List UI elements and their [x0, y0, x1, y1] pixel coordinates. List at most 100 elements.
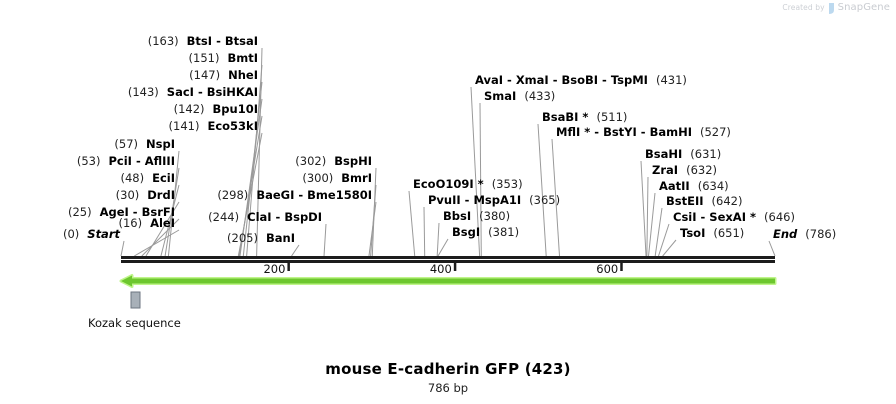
enzyme-name: CsiI — [673, 210, 697, 224]
kozak-box-shape — [130, 291, 141, 309]
enzyme-position: (163) — [147, 34, 179, 48]
enzyme-position: (244) — [208, 210, 240, 224]
enzyme-label-bsaHI[interactable]: BsaHI (631) — [645, 148, 721, 161]
leader-line-end — [768, 240, 776, 257]
leader-line-eciI — [160, 184, 180, 257]
enzyme-label-bsgI[interactable]: BsgI (381) — [452, 226, 519, 239]
enzyme-name: ClaI — [247, 210, 272, 224]
enzyme-label-bpu10I[interactable]: (142) Bpu10I — [174, 103, 258, 116]
ruler-tick-group — [287, 263, 623, 271]
enzyme-label-smaI[interactable]: SmaI (433) — [484, 90, 555, 103]
enzyme-label-banI[interactable]: (205) BanI — [227, 232, 295, 245]
enzyme-position: (142) — [173, 102, 205, 116]
enzyme-name: AflIII — [144, 154, 175, 168]
enzyme-name: BbsI — [443, 209, 472, 223]
enzyme-name: XmaI — [515, 73, 549, 87]
enzyme-position: (642) — [711, 194, 743, 208]
enzyme-position: (433) — [524, 89, 556, 103]
leader-line-claI — [323, 223, 327, 257]
enzyme-position: (48) — [120, 171, 145, 185]
leader-line-eco53kI — [237, 132, 263, 257]
map-title-block: mouse E-cadherin GFP (423) 786 bp — [0, 360, 896, 395]
enzyme-position: (300) — [302, 171, 334, 185]
enzyme-label-baeGI[interactable]: (298) BaeGI - Bme1580I — [217, 188, 372, 202]
enzyme-name: Eco53kI — [207, 119, 258, 133]
enzyme-label-ageI[interactable]: (25) AgeI - BsrFI — [67, 205, 175, 219]
enzyme-label-bbsI[interactable]: BbsI (380) — [443, 210, 510, 223]
sequence-backbone-line-2 — [121, 260, 775, 263]
enzyme-label-pvuII[interactable]: PvuII - MspA1I (365) — [428, 193, 561, 207]
enzyme-name: BaeGI — [256, 188, 295, 202]
enzyme-label-tsoI[interactable]: TsoI (651) — [680, 227, 744, 240]
leader-line-avaI — [470, 86, 481, 257]
leader-line-tsoI — [662, 239, 677, 257]
enzyme-label-sacI[interactable]: (143) SacI - BsiHKAI — [127, 85, 258, 99]
enzyme-name: TsoI — [680, 226, 706, 240]
enzyme-position: (631) — [690, 147, 722, 161]
end-label[interactable]: End (786) — [773, 227, 837, 241]
watermark-created-label: Created by — [782, 3, 825, 12]
enzyme-label-aatII[interactable]: AatII (634) — [659, 180, 729, 193]
enzyme-label-eco53kI[interactable]: (141) Eco53kI — [169, 120, 258, 133]
start-label[interactable]: (0) Start — [62, 227, 120, 241]
enzyme-label-pciI[interactable]: (53) PciI - AflIII — [76, 154, 175, 168]
enzyme-label-nspI[interactable]: (57) NspI — [114, 138, 175, 151]
enzyme-position: (651) — [713, 226, 745, 240]
enzyme-name: SacI — [166, 85, 194, 99]
enzyme-name: BsaBI * — [542, 110, 589, 124]
leader-line-aatII — [648, 192, 656, 257]
enzyme-position: (365) — [529, 193, 561, 207]
enzyme-label-mflI[interactable]: MflI * - BstYI - BamHI (527) — [556, 125, 731, 139]
enzyme-label-nheI[interactable]: (147) NheI — [189, 69, 258, 82]
enzyme-label-bsaBI[interactable]: BsaBI * (511) — [542, 111, 627, 124]
kozak-feature-box — [130, 291, 141, 309]
enzyme-name: BstYI — [603, 125, 637, 139]
enzyme-position: (53) — [76, 154, 101, 168]
sequence-bar-group — [121, 256, 775, 263]
leader-line-baeGI — [368, 201, 377, 257]
enzyme-name: BsgI — [452, 225, 481, 239]
enzyme-name: BtsI — [186, 34, 213, 48]
enzyme-position: (527) — [700, 125, 731, 139]
enzyme-position: (143) — [127, 85, 159, 99]
enzyme-position: (151) — [188, 51, 220, 65]
enzyme-label-btsI[interactable]: (163) BtsI - BtsaI — [147, 34, 258, 48]
enzyme-leader-lines — [120, 47, 776, 257]
enzyme-label-bmrI[interactable]: (300) BmrI — [302, 172, 372, 185]
leader-line-zraI — [646, 176, 649, 257]
enzyme-position: (511) — [596, 110, 628, 124]
enzyme-label-eciI[interactable]: (48) EciI — [120, 172, 175, 185]
enzyme-position: (646) — [764, 210, 795, 224]
enzyme-label-bmtI[interactable]: (151) BmtI — [189, 52, 258, 65]
construct-name: mouse E-cadherin GFP (423) — [325, 360, 571, 378]
enzyme-position: (634) — [697, 179, 729, 193]
enzyme-name: BsoBI — [561, 73, 599, 87]
enzyme-label-avaI[interactable]: AvaI - XmaI - BsoBI - TspMI (431) — [475, 73, 687, 87]
enzyme-position: (431) — [655, 73, 687, 87]
enzyme-name: BmrI — [341, 171, 372, 185]
enzyme-label-aleI[interactable]: (16) AleI — [118, 217, 175, 230]
orf-arrow-core — [121, 275, 775, 287]
leader-line-bsaHI — [640, 160, 647, 257]
leader-line-ageI — [141, 218, 180, 257]
enzyme-name: BmtI — [227, 51, 258, 65]
enzyme-label-zraI[interactable]: ZraI (632) — [652, 164, 717, 177]
enzyme-label-bstEII[interactable]: BstEII (642) — [666, 195, 742, 208]
enzyme-position: (141) — [168, 119, 200, 133]
enzyme-label-drdI[interactable]: (30) DrdI — [116, 189, 175, 202]
enzyme-name: BanI — [266, 231, 295, 245]
enzyme-label-csiI[interactable]: CsiI - SexAI * (646) — [673, 210, 795, 224]
enzyme-name: AatII — [659, 179, 690, 193]
enzyme-position: (205) — [227, 231, 258, 245]
enzyme-label-ecoO109I[interactable]: EcoO109I * (353) — [413, 178, 523, 191]
enzyme-label-bspHI[interactable]: (302) BspHI — [295, 155, 372, 168]
enzyme-position: (381) — [488, 225, 520, 239]
enzyme-position: (16) — [118, 216, 143, 230]
leader-line-bsgI — [437, 238, 449, 257]
sequence-backbone-line — [121, 256, 775, 259]
ruler-tick — [287, 263, 290, 271]
enzyme-name: Bpu10I — [212, 102, 258, 116]
enzyme-label-claI[interactable]: (244) ClaI - BspDI — [208, 210, 322, 224]
leader-line-smaI — [479, 102, 482, 257]
enzyme-name: BstEII — [666, 194, 704, 208]
